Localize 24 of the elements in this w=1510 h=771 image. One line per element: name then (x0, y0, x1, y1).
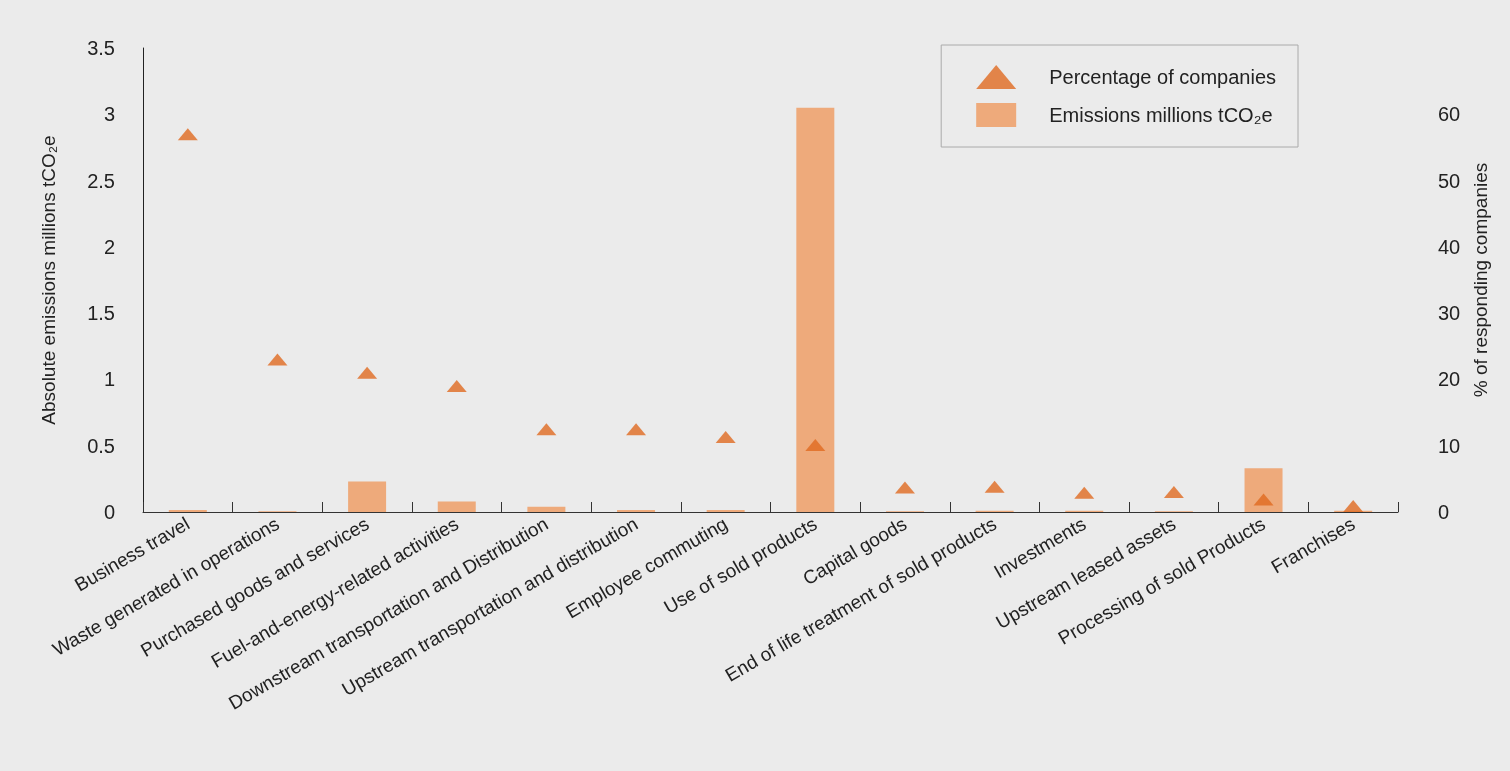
y2-axis-title: % of responding companies (1470, 162, 1492, 398)
y-tick-label: 3 (103, 103, 115, 126)
bar (348, 481, 387, 512)
y-tick-label: 0 (103, 501, 115, 523)
y-tick-label: 1 (103, 368, 115, 391)
y2-tick-label: 60 (1438, 103, 1461, 126)
legend-label: Emissions millions tCO₂e (1049, 104, 1273, 126)
y-axis-title: Absolute emissions millions tCO₂e (38, 135, 59, 425)
y2-tick-label: 30 (1438, 302, 1461, 325)
y-tick-label: 3.5 (87, 37, 115, 59)
y2-tick-label: 20 (1438, 368, 1461, 391)
bar (437, 501, 476, 512)
bar (1244, 468, 1283, 512)
y2-tick-label: 0 (1438, 501, 1450, 523)
y2-tick-label: 50 (1438, 169, 1461, 192)
y2-tick-label: 10 (1438, 434, 1461, 457)
y-tick-label: 2.5 (87, 169, 115, 192)
y-tick-label: 1.5 (87, 302, 115, 325)
y-tick-label: 2 (103, 235, 115, 258)
bar (796, 107, 835, 512)
bar (527, 506, 566, 512)
legend-label: Percentage of companies (1049, 66, 1277, 88)
y2-tick-label: 40 (1438, 235, 1461, 258)
y-tick-label: 0.5 (87, 434, 115, 457)
